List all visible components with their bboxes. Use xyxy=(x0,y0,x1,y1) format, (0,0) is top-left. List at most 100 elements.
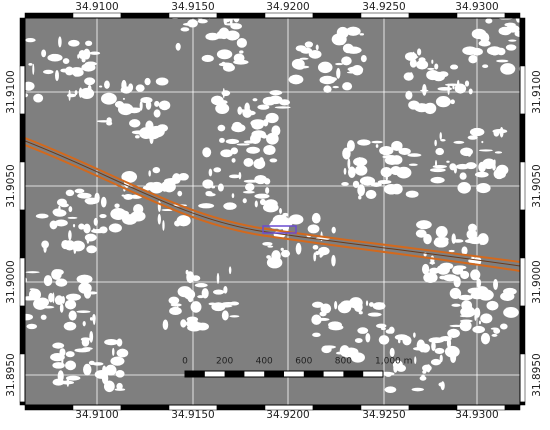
scale-bar-segment xyxy=(343,371,364,377)
white-patch xyxy=(228,174,241,179)
white-patch xyxy=(83,288,92,299)
white-patch xyxy=(231,193,235,199)
white-patch xyxy=(414,356,417,365)
white-patch xyxy=(197,19,208,24)
white-patch xyxy=(319,247,325,257)
y-coordinate-label: 31.8950 xyxy=(531,353,543,396)
white-patch xyxy=(116,348,129,358)
white-patch xyxy=(121,194,125,197)
white-patch xyxy=(72,223,76,228)
white-patch xyxy=(54,295,64,306)
white-patch xyxy=(68,310,77,321)
white-patch xyxy=(52,208,63,216)
white-patch xyxy=(262,202,279,213)
frame-segment xyxy=(519,209,526,259)
white-patch xyxy=(405,90,413,100)
white-patch xyxy=(431,341,436,352)
white-patch xyxy=(439,354,443,363)
white-patch xyxy=(328,77,337,82)
white-patch xyxy=(446,160,450,163)
white-patch xyxy=(332,85,339,89)
white-patch xyxy=(354,338,363,343)
white-patch xyxy=(526,12,538,15)
y-coordinate-label: 31.9050 xyxy=(5,164,17,207)
white-patch xyxy=(236,143,250,146)
white-patch xyxy=(500,291,515,302)
white-patch xyxy=(396,364,406,372)
white-patch xyxy=(176,306,179,312)
white-patch xyxy=(56,198,67,207)
white-patch xyxy=(358,195,362,200)
frame-segment xyxy=(19,161,26,211)
white-patch xyxy=(476,182,491,194)
white-patch xyxy=(504,22,516,27)
white-patch xyxy=(477,289,494,301)
white-patch xyxy=(312,301,324,308)
white-patch xyxy=(439,262,454,270)
white-patch xyxy=(430,176,445,184)
coordinate-labels: 34.9100 34.9100 34.9150 34.9150 34.9200 34.92… xyxy=(5,1,543,421)
white-patch xyxy=(429,168,446,173)
frame-segment xyxy=(19,257,26,307)
white-patch xyxy=(451,233,456,244)
white-patch xyxy=(531,35,534,42)
white-patch xyxy=(65,351,75,358)
white-patch xyxy=(344,355,361,358)
white-patch xyxy=(116,382,123,390)
white-patch xyxy=(64,240,76,251)
white-patch xyxy=(169,306,182,316)
white-patch xyxy=(89,51,101,55)
raster-patches xyxy=(25,12,538,393)
white-patch xyxy=(470,269,481,281)
white-patch xyxy=(492,163,496,171)
white-patch xyxy=(219,137,225,143)
white-patch xyxy=(84,61,97,67)
white-patch xyxy=(528,64,530,74)
white-patch xyxy=(55,278,68,287)
white-patch xyxy=(129,119,141,128)
white-patch xyxy=(65,293,81,301)
white-patch xyxy=(403,72,414,81)
white-patch xyxy=(110,356,125,366)
white-patch xyxy=(468,88,473,95)
white-patch xyxy=(423,272,438,283)
white-patch xyxy=(81,280,84,289)
white-patch xyxy=(156,124,169,132)
white-patch xyxy=(57,370,64,383)
white-patch xyxy=(397,338,401,344)
white-patch xyxy=(493,278,499,291)
white-patch xyxy=(89,330,94,343)
white-patch xyxy=(460,320,468,329)
map-frame xyxy=(19,12,526,411)
white-patch xyxy=(421,263,430,275)
white-patch xyxy=(474,312,477,321)
y-coordinate-label: 31.9050 xyxy=(531,164,543,207)
white-patch xyxy=(115,210,129,217)
white-patch xyxy=(453,265,467,270)
white-patch xyxy=(83,363,92,376)
white-patch xyxy=(236,37,247,48)
white-patch xyxy=(439,132,442,140)
frame-segment xyxy=(312,12,362,19)
white-patch xyxy=(254,193,270,199)
white-patch xyxy=(262,119,269,127)
white-patch xyxy=(228,266,232,275)
scale-bar-segment xyxy=(264,371,284,377)
frame-segment xyxy=(519,257,526,307)
white-patch xyxy=(78,223,85,230)
white-patch xyxy=(208,168,213,177)
white-patch xyxy=(422,364,432,372)
white-patch xyxy=(357,139,371,146)
white-patch xyxy=(527,21,537,23)
frame-segment xyxy=(264,12,314,19)
white-patch xyxy=(472,325,486,334)
white-patch xyxy=(49,220,58,230)
white-patch xyxy=(417,48,422,56)
frame-segment xyxy=(519,353,526,403)
white-patch xyxy=(63,321,77,331)
frame-segment xyxy=(19,17,26,67)
white-patch xyxy=(468,310,476,316)
frame-segment xyxy=(360,12,410,19)
